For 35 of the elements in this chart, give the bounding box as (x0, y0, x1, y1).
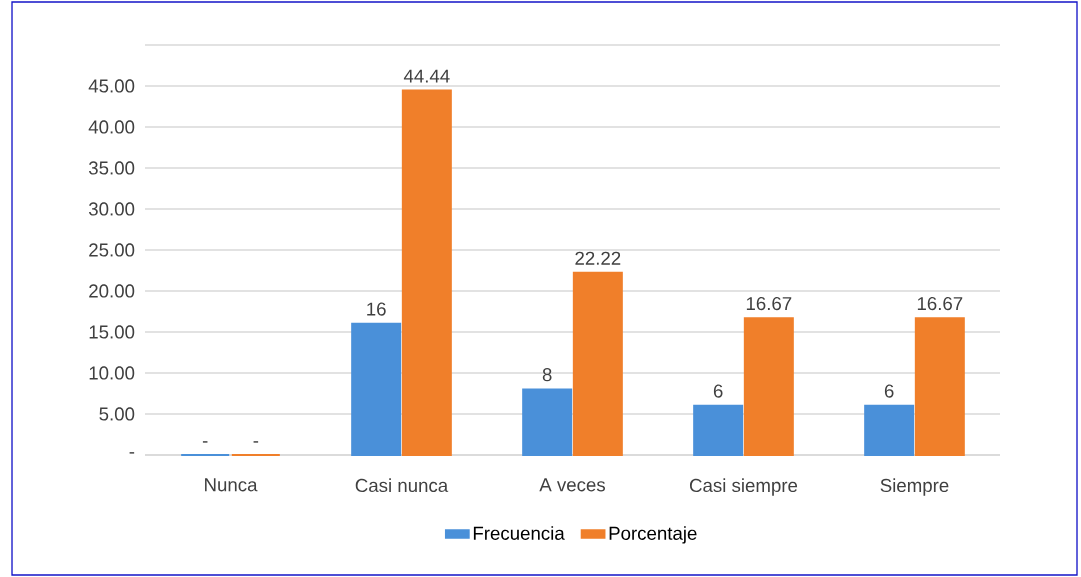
bar (401, 89, 452, 456)
data-label: 6 (713, 384, 723, 398)
data-label: 6 (884, 384, 894, 398)
y-tick-label: 20.00 (89, 284, 135, 298)
legend-label: Frecuencia (473, 526, 565, 540)
bar (864, 404, 915, 456)
data-label: 16.67 (746, 296, 792, 311)
y-tick-label: 15.00 (89, 325, 135, 339)
data-label: 16.67 (917, 296, 963, 311)
y-tick-label: 10.00 (89, 366, 135, 380)
bar (743, 317, 794, 456)
x-tick-label: Nunca (205, 478, 258, 492)
y-tick-label: - (129, 452, 135, 454)
data-label: 44.44 (403, 69, 450, 83)
bar (914, 317, 965, 456)
x-tick-label: Siempre (880, 478, 949, 496)
bar (522, 388, 573, 456)
bar (693, 404, 744, 456)
data-label: - (253, 441, 259, 443)
x-tick-label: Casi siempre (689, 478, 798, 496)
y-tick-label: 30.00 (88, 202, 135, 216)
y-tick-label: 40.00 (88, 120, 135, 134)
x-tick-label: Casi nunca (355, 478, 449, 493)
data-label: 16 (367, 302, 386, 316)
bar (351, 322, 402, 456)
y-tick-label: 35.00 (88, 161, 135, 175)
y-tick-label: 25.00 (89, 243, 135, 257)
data-label: - (202, 441, 208, 443)
x-tick-label: A veces (539, 478, 606, 492)
y-tick-label: 5.00 (99, 407, 135, 421)
data-label: 8 (542, 368, 552, 382)
y-tick-label: 45.00 (88, 79, 135, 93)
data-label: 22.22 (575, 251, 621, 265)
bar (572, 271, 623, 456)
legend-label: Porcentaje (609, 526, 697, 544)
